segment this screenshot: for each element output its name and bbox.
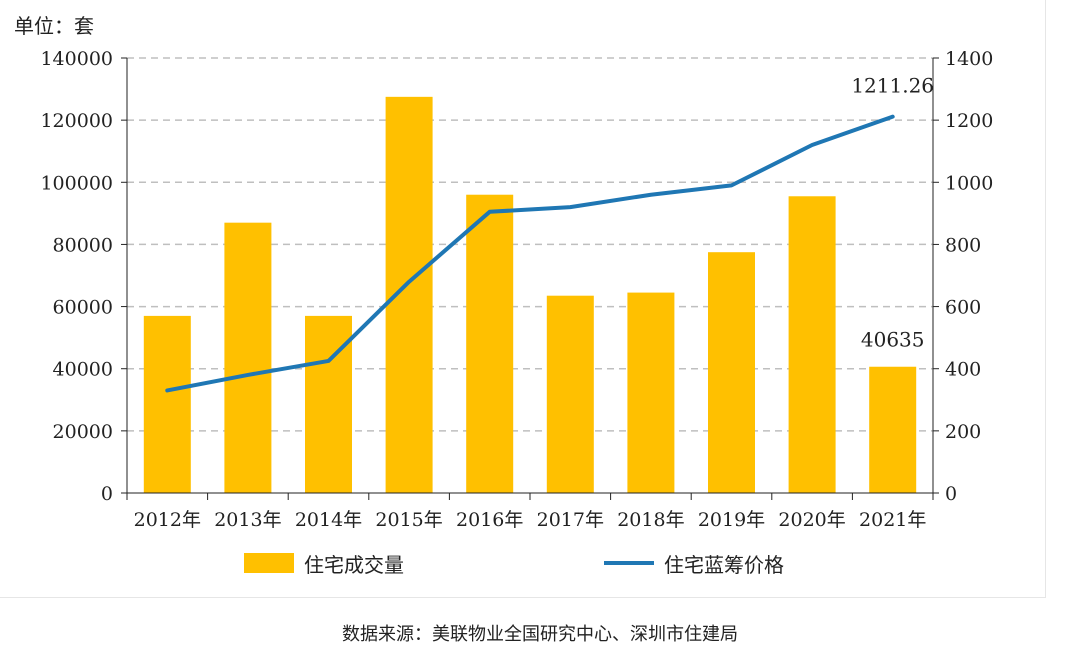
legend-label-volume: 住宅成交量 [304, 552, 404, 577]
legend-swatch-line [604, 561, 654, 565]
bar-2015年 [385, 96, 433, 493]
chart-frame [0, 0, 1046, 598]
price-line [165, 114, 895, 393]
left-tick-label: 140000 [40, 48, 113, 70]
left-tick-label: 120000 [40, 110, 113, 132]
x-tick-label: 2018年 [617, 509, 684, 531]
bar-2017年 [546, 295, 594, 493]
left-tick-label: 80000 [53, 234, 113, 256]
legend-item-price: 住宅蓝筹价格 [604, 548, 784, 578]
right-tick-label: 200 [945, 421, 981, 443]
x-tick-label: 2020年 [778, 509, 845, 531]
x-tick-label: 2012年 [134, 509, 201, 531]
unit-label: 单位：套 [14, 14, 94, 38]
right-tick-label: 400 [945, 359, 981, 381]
legend-swatch-bar [244, 553, 294, 573]
x-tick-label: 2016年 [456, 509, 523, 531]
bar-2012年 [143, 315, 191, 493]
data-label-price: 1211.26 [851, 74, 934, 98]
bar-2013年 [224, 222, 272, 493]
x-tick-label: 2019年 [698, 509, 765, 531]
legend-label-price: 住宅蓝筹价格 [664, 552, 784, 577]
x-tick-label: 2017年 [537, 509, 604, 531]
left-tick-label: 60000 [53, 297, 113, 319]
x-tick-label: 2014年 [295, 509, 362, 531]
bar-2016年 [466, 194, 514, 493]
right-tick-label: 1200 [945, 110, 993, 132]
right-tick-label: 0 [945, 483, 957, 505]
legend-item-volume: 住宅成交量 [244, 548, 404, 578]
right-tick-label: 800 [945, 234, 981, 256]
bar-2019年 [708, 252, 755, 493]
right-tick-label: 600 [945, 297, 981, 319]
right-tick-label: 1000 [945, 172, 993, 194]
combo-chart: 2012年 2013年 2014年 2015年 2016年 2017年 2018年 2019年… [40, 48, 993, 531]
left-tick-label: 0 [101, 483, 113, 505]
data-label-volume: 40635 [861, 328, 925, 352]
x-tick-label: 2015年 [375, 509, 442, 531]
x-tick-label: 2021年 [859, 509, 926, 531]
bar-2020年 [788, 196, 836, 493]
left-tick-label: 40000 [53, 359, 113, 381]
bar-2018年 [627, 292, 675, 493]
bar-2021年 [869, 366, 917, 493]
source-note: 数据来源：美联物业全国研究中心、深圳市住建局 [342, 624, 738, 645]
x-tick-label: 2013年 [214, 509, 281, 531]
right-tick-label: 1400 [945, 48, 993, 70]
left-tick-label: 20000 [53, 421, 113, 443]
left-tick-label: 100000 [40, 172, 113, 194]
